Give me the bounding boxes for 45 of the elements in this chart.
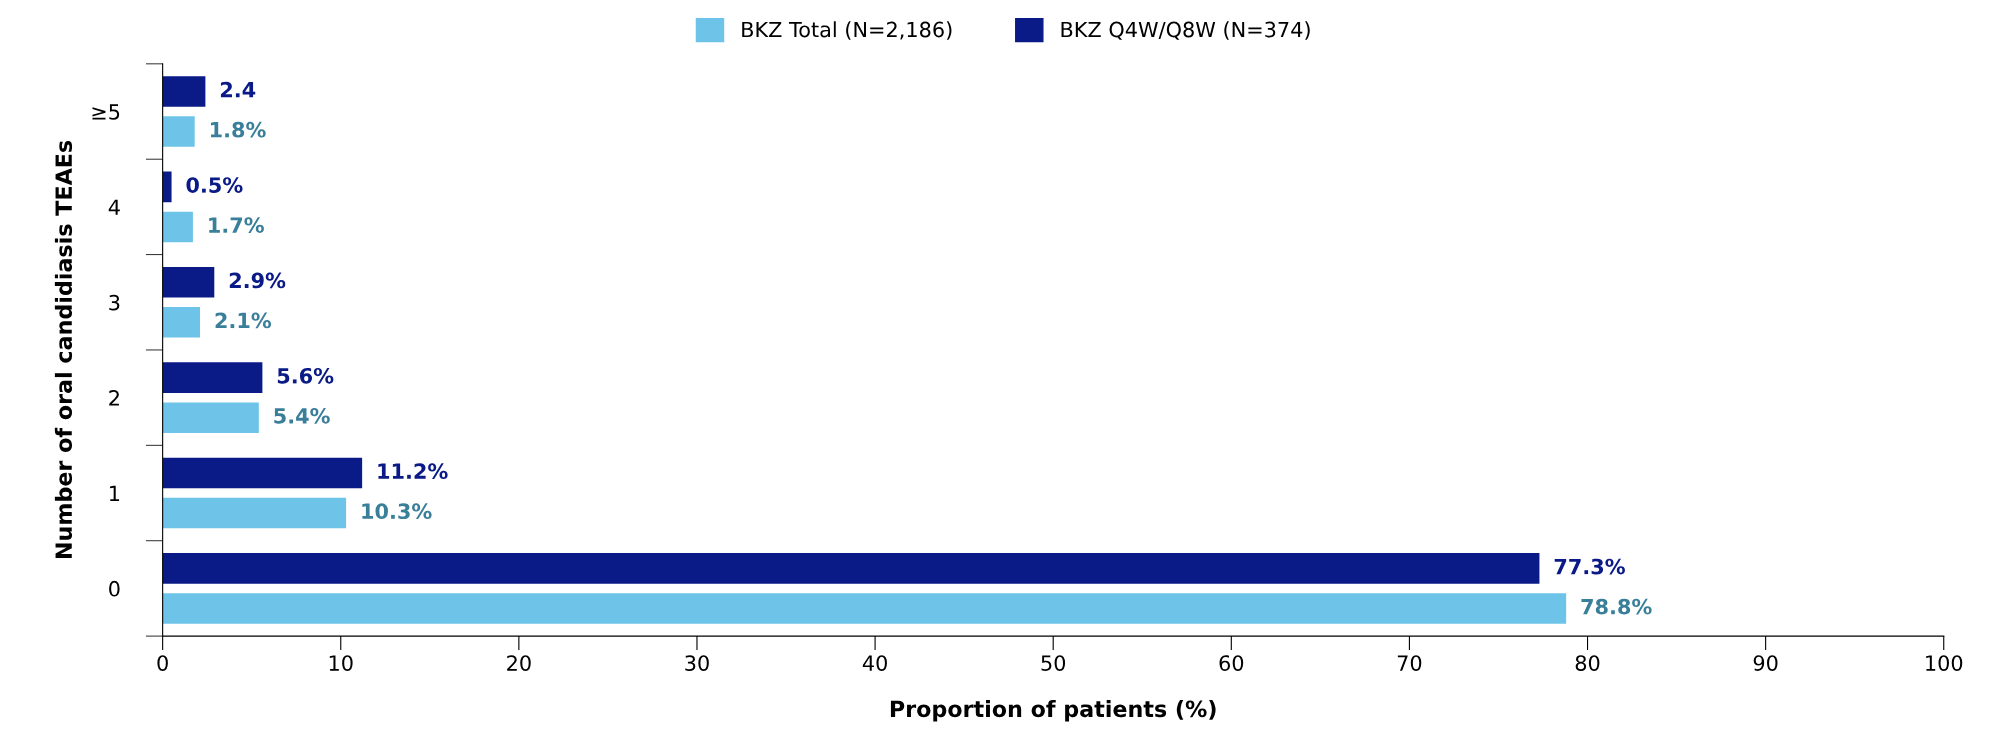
legend-label: BKZ Q4W/Q8W (N=374) (1061, 21, 1310, 40)
x-axis-title: Proportion of patients (%) (890, 700, 1216, 722)
y-tick-label: 1 (110, 485, 120, 501)
bar (162, 266, 215, 298)
bar (162, 307, 201, 338)
bar (162, 497, 347, 529)
bar (162, 553, 1540, 584)
bar (162, 171, 172, 203)
y-tick-label: 0 (109, 580, 120, 597)
data-label: 11.2% (378, 463, 448, 480)
bar (162, 211, 193, 243)
y-tick-label: 4 (108, 199, 120, 215)
x-tick-label: 90 (1753, 655, 1778, 671)
x-tick-label: 40 (862, 655, 887, 671)
y-tick-label: 2 (109, 390, 119, 406)
x-tick-label: 20 (507, 655, 531, 671)
bar (162, 593, 1567, 624)
data-label: 0.5% (186, 177, 243, 193)
x-tick-label: 10 (329, 655, 353, 671)
data-label: 5.6% (277, 367, 334, 384)
data-label: 2.9% (229, 272, 286, 289)
x-tick-label: 30 (685, 655, 709, 671)
x-tick-label: 0 (157, 655, 168, 671)
data-label: 2.1% (215, 312, 272, 329)
data-label: 5.4% (274, 407, 330, 424)
y-tick-label: 3 (109, 294, 120, 311)
bar (162, 362, 263, 393)
bar (162, 76, 206, 107)
bar (162, 402, 259, 433)
data-label: 2.4 (220, 81, 256, 98)
data-label: 1.8% (210, 121, 266, 138)
x-tick-label: 70 (1397, 655, 1422, 671)
data-label: 10.3% (362, 503, 432, 520)
x-tick-label: 50 (1041, 655, 1066, 671)
legend-label: BKZ Total (N=2,186) (742, 21, 952, 40)
data-label: 77.3% (1554, 558, 1625, 575)
x-tick-label: 100 (1926, 655, 1963, 671)
y-axis-title: Number of oral candidiasis TEAEs (54, 140, 73, 559)
bar (162, 457, 363, 489)
data-label: 1.7% (209, 217, 264, 233)
x-tick-label: 80 (1575, 655, 1600, 671)
y-tick-label: ≥5 (92, 104, 120, 120)
data-label: 78.8% (1581, 598, 1652, 615)
bar (162, 116, 195, 147)
x-tick-label: 60 (1219, 655, 1244, 671)
